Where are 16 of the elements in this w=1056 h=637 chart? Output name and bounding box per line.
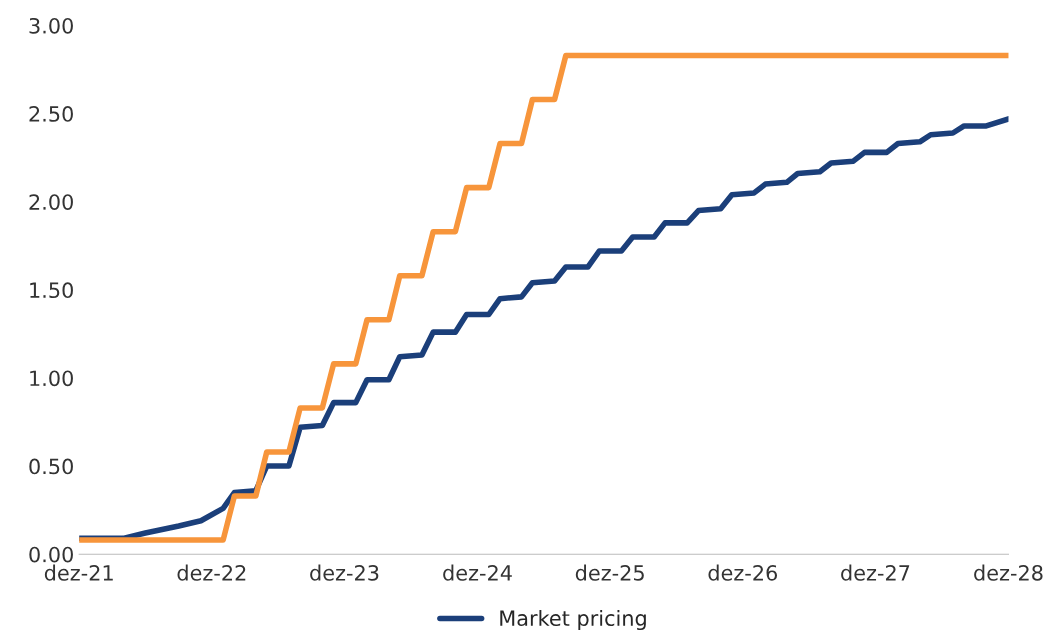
x-tick-label: dez-28 — [974, 564, 1043, 581]
y-tick-label: 0.00 — [29, 546, 73, 563]
x-tick-label: dez-27 — [841, 564, 910, 581]
x-tick-label: dez-22 — [177, 564, 246, 581]
y-tick-label: 1.50 — [30, 282, 73, 299]
x-tick-label: dez-21 — [44, 564, 113, 581]
x-tick-label: dez-26 — [708, 564, 778, 581]
y-tick-label: 0.50 — [29, 458, 73, 475]
x-tick-label: dez-25 — [575, 564, 644, 581]
y-tick-label: 3.00 — [29, 17, 73, 34]
y-tick-label: 2.00 — [29, 194, 73, 210]
x-tick-label: dez-24 — [443, 564, 512, 581]
legend-label: Market pricing — [500, 609, 646, 631]
x-tick-label: dez-23 — [310, 564, 379, 581]
y-tick-label: 1.00 — [30, 370, 73, 387]
y-tick-label: 2.50 — [29, 106, 73, 122]
